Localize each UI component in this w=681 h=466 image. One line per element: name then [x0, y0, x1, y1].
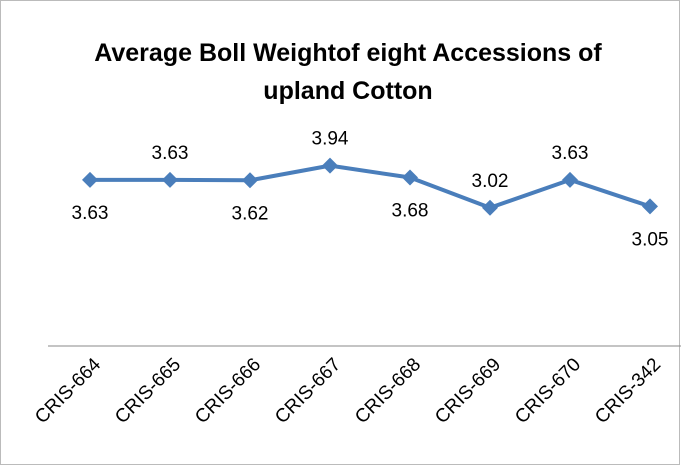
data-label: 3.62: [232, 203, 269, 224]
marker: [402, 169, 418, 186]
series-line: [90, 163, 651, 210]
marker: [562, 171, 578, 188]
marker: [162, 171, 178, 188]
data-label: 3.05: [632, 229, 669, 250]
data-label: 3.63: [152, 143, 189, 164]
data-label: 3.68: [392, 201, 429, 222]
marker: [82, 171, 98, 188]
marker: [642, 198, 658, 215]
chart-title: Average Boll Weightof eight Accessions o…: [94, 39, 602, 105]
marker: [482, 199, 498, 216]
data-label: 3.63: [72, 203, 109, 224]
marker: [322, 157, 338, 174]
data-label: 3.63: [552, 143, 589, 164]
data-label: 3.02: [472, 171, 509, 192]
marker: [242, 172, 258, 189]
data-label: 3.94: [312, 129, 349, 150]
